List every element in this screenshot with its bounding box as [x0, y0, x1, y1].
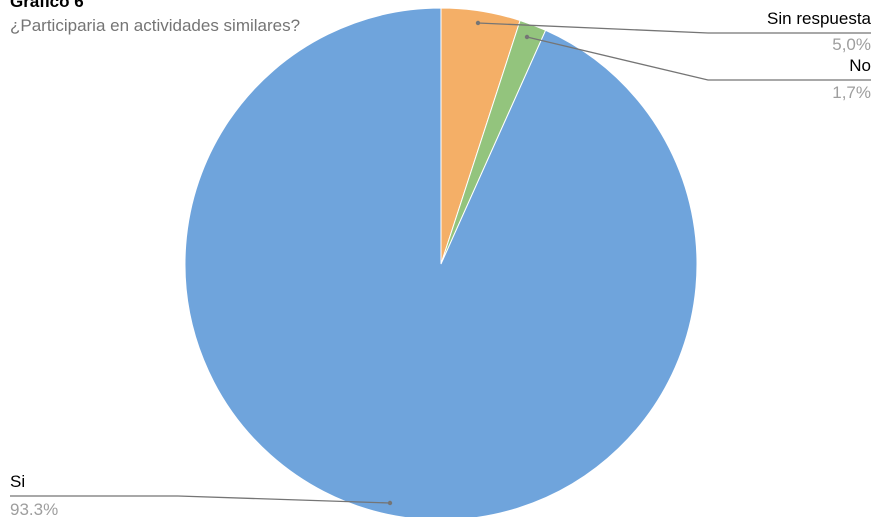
- slice-label: Si: [10, 472, 25, 491]
- slice-value-label: 1,7%: [832, 83, 871, 102]
- leader-dot: [387, 500, 393, 506]
- chart-title: Gráfico 6: [10, 0, 84, 11]
- leader-line: [477, 22, 871, 34]
- leader-dot: [524, 34, 530, 40]
- slice-label: Sin respuesta: [767, 9, 871, 28]
- slice-label: No: [849, 56, 871, 75]
- leader-line: [10, 495, 391, 504]
- leader-dot: [475, 20, 481, 26]
- chart-subtitle: ¿Participaria en actividades similares?: [10, 16, 301, 35]
- slice-value-label: 93.3%: [10, 500, 58, 517]
- slice-value-label: 5,0%: [832, 35, 871, 54]
- pie-slice-si: [184, 7, 698, 517]
- leader-line: [526, 36, 871, 81]
